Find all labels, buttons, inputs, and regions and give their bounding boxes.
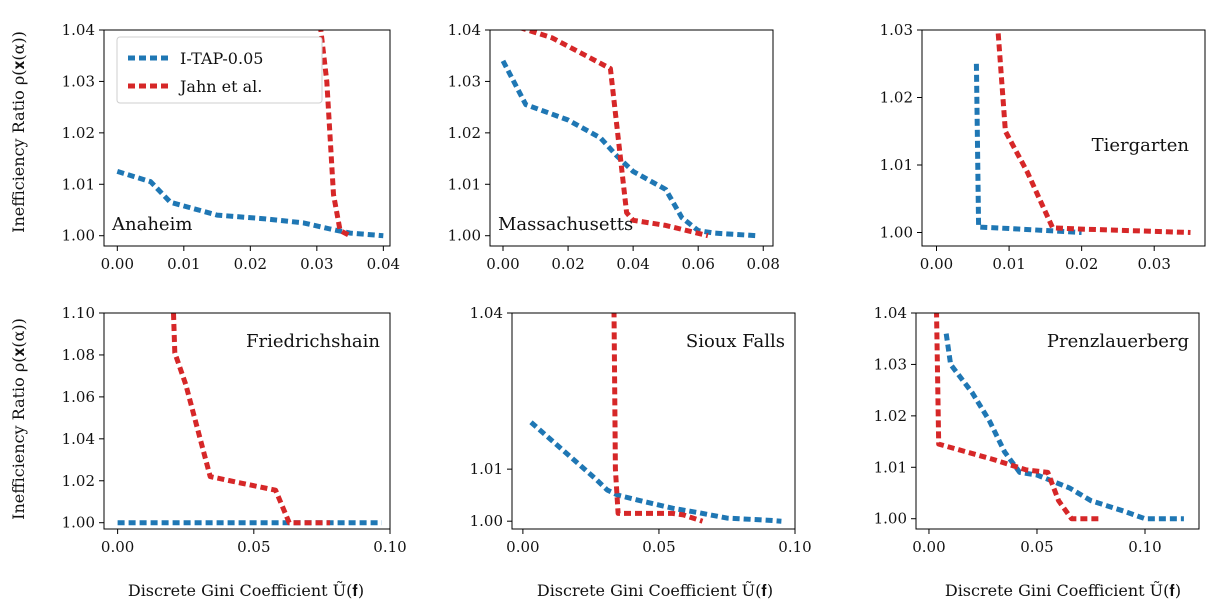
x-tick-label: 0.10 <box>1128 538 1161 556</box>
y-tick-label: 1.03 <box>880 21 913 39</box>
x-tick-label: 0.02 <box>234 255 267 273</box>
series-line-jahn-et-al <box>318 30 352 238</box>
panel-sioux-falls: 0.00 0.05 0.10 1.00 1.01 1.04 Sioux Falls <box>470 304 812 556</box>
y-axis-label-bottom: Inefficiency Ratio ρ(𝐱(α)) <box>9 318 28 520</box>
y-tick-label: 1.00 <box>874 510 907 528</box>
x-tick-label: 0.10 <box>778 538 811 556</box>
x-tick-label: 0.00 <box>101 255 134 273</box>
y-tick-label: 1.01 <box>62 175 95 193</box>
y-tick-label: 1.02 <box>62 124 95 142</box>
x-tick-label: 0.05 <box>642 538 675 556</box>
x-tick-label: 0.00 <box>912 538 945 556</box>
x-tick-label: 0.05 <box>237 538 270 556</box>
y-tick-label: 1.01 <box>470 460 503 478</box>
y-tick-label: 1.01 <box>874 458 907 476</box>
axes-frame <box>103 29 391 247</box>
series-line-jahn-et-al <box>171 313 331 526</box>
panel-title: Massachusetts <box>498 214 633 235</box>
y-tick-label: 1.03 <box>62 72 95 90</box>
y-tick-label: 1.02 <box>448 124 481 142</box>
x-tick-label: 0.03 <box>1138 255 1171 273</box>
x-tick-label: 0.06 <box>681 255 714 273</box>
series-line-jahn-et-al <box>611 313 704 524</box>
x-tick-label: 0.08 <box>747 255 780 273</box>
y-tick-label: 1.04 <box>448 21 481 39</box>
panel-tiergarten: 0.00 0.01 0.02 0.03 1.00 1.01 1.02 1.03 Tiergart… <box>880 21 1206 273</box>
series-line-jahn-et-al <box>995 33 1191 235</box>
x-tick-label: 0.05 <box>1020 538 1053 556</box>
y-tick-label: 1.03 <box>874 355 907 373</box>
panel-title: Anaheim <box>111 214 192 235</box>
x-tick-label: 0.00 <box>486 255 519 273</box>
y-tick-label: 1.01 <box>880 156 913 174</box>
y-tick-label: 1.08 <box>62 346 95 364</box>
y-tick-label: 1.04 <box>874 304 907 322</box>
x-axis-label-middle: Discrete Gini Coefficient Ũ(𝐟) <box>537 580 773 600</box>
axes-frame <box>103 312 391 530</box>
y-tick-label: 1.00 <box>470 512 503 530</box>
panel-title: Friedrichshain <box>246 331 380 352</box>
panel-prenzlauerberg: 0.00 0.05 0.10 1.00 1.01 1.02 1.03 1.04 Prenzlau… <box>874 304 1200 556</box>
y-tick-label: 1.02 <box>874 407 907 425</box>
series-line-jahn-et-al <box>519 30 709 239</box>
legend-label-itap: I-TAP-0.05 <box>180 49 263 68</box>
panels: 0.00 0.01 0.02 0.03 0.04 1.00 1.01 1.02 1.03 1.04… <box>62 21 1206 556</box>
series-line-i-tap-0-05 <box>116 169 384 239</box>
x-tick-label: 0.10 <box>373 538 406 556</box>
y-tick-label: 1.04 <box>62 21 95 39</box>
x-tick-label: 0.01 <box>992 255 1025 273</box>
axes-frame <box>921 29 1206 247</box>
panel-title: Tiergarten <box>1092 135 1190 156</box>
axes-frame <box>489 29 774 247</box>
x-axis-label-left: Discrete Gini Coefficient Ũ(𝐟) <box>128 580 364 600</box>
series-line-i-tap-0-05 <box>500 59 757 239</box>
x-tick-label: 0.03 <box>300 255 333 273</box>
y-tick-label: 1.06 <box>62 388 95 406</box>
x-tick-label: 0.00 <box>920 255 953 273</box>
x-axis-label-right: Discrete Gini Coefficient Ũ(𝐟) <box>945 580 1181 600</box>
x-tick-label: 0.01 <box>167 255 200 273</box>
x-tick-label: 0.04 <box>367 255 400 273</box>
series-line-i-tap-0-05 <box>529 420 782 524</box>
legend-box <box>116 36 323 104</box>
y-tick-label: 1.01 <box>448 175 481 193</box>
axes-frame <box>511 312 796 530</box>
x-tick-label: 0.00 <box>101 538 134 556</box>
y-tick-label: 1.02 <box>880 89 913 107</box>
y-tick-label: 1.00 <box>448 227 481 245</box>
panel-title: Sioux Falls <box>686 331 785 352</box>
series-line-i-tap-0-05 <box>973 63 1082 235</box>
y-tick-label: 1.04 <box>470 304 503 322</box>
series-line-i-tap-0-05 <box>943 333 1184 522</box>
axes-frame <box>915 312 1200 530</box>
series-line-jahn-et-al <box>934 313 1102 522</box>
panel-anaheim: 0.00 0.01 0.02 0.03 0.04 1.00 1.01 1.02 1.03 1.04… <box>62 21 400 273</box>
y-tick-label: 1.00 <box>62 514 95 532</box>
y-tick-label: 1.00 <box>62 227 95 245</box>
y-tick-label: 1.03 <box>448 72 481 90</box>
y-tick-label: 1.04 <box>62 430 95 448</box>
x-tick-label: 0.02 <box>1065 255 1098 273</box>
y-axis-label-top: Inefficiency Ratio ρ(𝐱(α)) <box>9 31 28 233</box>
y-tick-label: 1.10 <box>62 304 95 322</box>
y-tick-label: 1.02 <box>62 472 95 490</box>
panel-friedrichshain: 0.00 0.05 0.10 1.00 1.02 1.04 1.06 1.08 1.10 Frie… <box>62 304 407 556</box>
x-tick-label: 0.04 <box>616 255 649 273</box>
legend: I-TAP-0.05 Jahn et al. <box>116 36 323 104</box>
legend-label-jahn: Jahn et al. <box>178 77 262 96</box>
y-tick-label: 1.00 <box>880 224 913 242</box>
panel-title: Prenzlauerberg <box>1047 331 1189 352</box>
x-tick-label: 0.00 <box>506 538 539 556</box>
panel-massachusetts: 0.00 0.02 0.04 0.06 0.08 1.00 1.01 1.02 1.03 1.04… <box>448 21 780 273</box>
x-tick-label: 0.02 <box>551 255 584 273</box>
